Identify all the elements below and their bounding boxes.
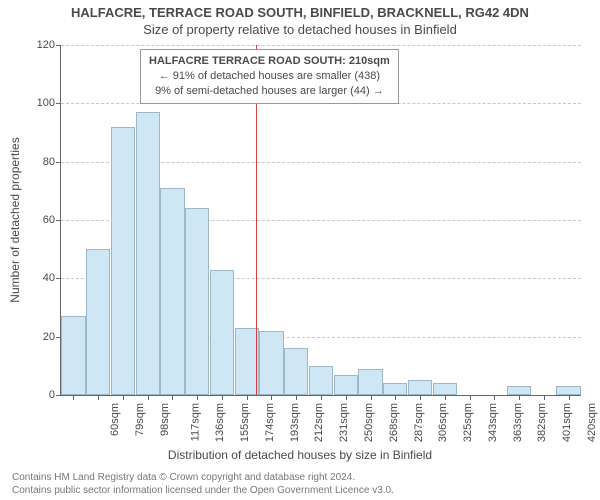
ytick-mark xyxy=(56,103,61,104)
histogram-bar xyxy=(210,270,234,395)
histogram-bar xyxy=(433,383,457,395)
xtick-mark xyxy=(73,395,74,400)
xtick-mark xyxy=(420,395,421,400)
xtick-mark xyxy=(395,395,396,400)
histogram-bar xyxy=(235,328,259,395)
xtick-mark xyxy=(247,395,248,400)
xtick-mark xyxy=(271,395,272,400)
ytick-mark xyxy=(56,395,61,396)
histogram-bar xyxy=(136,112,160,395)
xtick-label: 60sqm xyxy=(109,403,121,436)
gridline xyxy=(61,45,581,46)
histogram-bar xyxy=(111,127,135,395)
histogram-bar xyxy=(334,375,358,395)
ytick-mark xyxy=(56,162,61,163)
chart-title: HALFACRE, TERRACE ROAD SOUTH, BINFIELD, … xyxy=(0,5,600,20)
xtick-mark xyxy=(544,395,545,400)
xtick-label: 193sqm xyxy=(289,403,301,442)
xtick-label: 382sqm xyxy=(536,403,548,442)
histogram-bar xyxy=(61,316,85,395)
ytick-label: 60 xyxy=(15,214,55,226)
ytick-label: 40 xyxy=(15,272,55,284)
histogram-bar xyxy=(160,188,184,395)
ytick-mark xyxy=(56,220,61,221)
histogram-bar xyxy=(507,386,531,395)
histogram-bar xyxy=(408,380,432,395)
xtick-label: 401sqm xyxy=(561,403,573,442)
xtick-label: 325sqm xyxy=(462,403,474,442)
xtick-mark xyxy=(569,395,570,400)
footer-line-1: Contains HM Land Registry data © Crown c… xyxy=(12,472,394,485)
xtick-label: 231sqm xyxy=(338,403,350,442)
xtick-mark xyxy=(321,395,322,400)
xtick-mark xyxy=(519,395,520,400)
histogram-bar xyxy=(284,348,308,395)
xtick-label: 250sqm xyxy=(363,403,375,442)
ytick-label: 100 xyxy=(15,97,55,109)
xtick-mark xyxy=(296,395,297,400)
xtick-mark xyxy=(98,395,99,400)
xtick-label: 98sqm xyxy=(159,403,171,436)
footer-attribution: Contains HM Land Registry data © Crown c… xyxy=(12,472,394,497)
histogram-bar xyxy=(309,366,333,395)
histogram-bar xyxy=(259,331,283,395)
ytick-mark xyxy=(56,278,61,279)
xtick-label: 212sqm xyxy=(314,403,326,442)
ytick-label: 20 xyxy=(15,331,55,343)
xtick-mark xyxy=(445,395,446,400)
xtick-label: 287sqm xyxy=(413,403,425,442)
xtick-label: 117sqm xyxy=(189,403,201,441)
xtick-label: 136sqm xyxy=(215,403,227,442)
xtick-label: 420sqm xyxy=(586,403,598,442)
histogram-bar xyxy=(185,208,209,395)
histogram-bar xyxy=(86,249,110,395)
xtick-label: 268sqm xyxy=(388,403,400,442)
xtick-label: 155sqm xyxy=(239,403,251,442)
ytick-mark xyxy=(56,45,61,46)
xtick-mark xyxy=(470,395,471,400)
footer-line-2: Contains public sector information licen… xyxy=(12,485,394,498)
xtick-mark xyxy=(172,395,173,400)
xtick-mark xyxy=(494,395,495,400)
xtick-label: 79sqm xyxy=(134,403,146,436)
xtick-mark xyxy=(346,395,347,400)
annotation-box: HALFACRE TERRACE ROAD SOUTH: 210sqm← 91%… xyxy=(140,49,399,104)
ytick-label: 80 xyxy=(15,156,55,168)
x-axis-label: Distribution of detached houses by size … xyxy=(0,448,600,462)
ytick-label: 120 xyxy=(15,39,55,51)
xtick-mark xyxy=(222,395,223,400)
histogram-bar xyxy=(556,386,580,395)
histogram-bar xyxy=(383,383,407,395)
xtick-mark xyxy=(197,395,198,400)
annotation-line-2: ← 91% of detached houses are smaller (43… xyxy=(149,69,390,84)
xtick-mark xyxy=(123,395,124,400)
histogram-bar xyxy=(358,369,382,395)
xtick-mark xyxy=(371,395,372,400)
xtick-label: 343sqm xyxy=(487,403,499,442)
ytick-label: 0 xyxy=(15,389,55,401)
annotation-line-3: 9% of semi-detached houses are larger (4… xyxy=(149,84,390,99)
chart-subtitle: Size of property relative to detached ho… xyxy=(0,22,600,37)
xtick-mark xyxy=(148,395,149,400)
xtick-label: 306sqm xyxy=(437,403,449,442)
xtick-label: 174sqm xyxy=(264,403,276,442)
annotation-line-1: HALFACRE TERRACE ROAD SOUTH: 210sqm xyxy=(149,54,390,69)
xtick-label: 363sqm xyxy=(512,403,524,442)
